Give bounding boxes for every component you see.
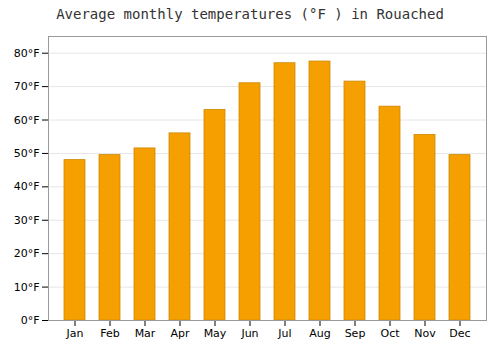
svg-text:Sep: Sep: [345, 327, 366, 340]
svg-text:30°F: 30°F: [14, 214, 40, 227]
svg-text:Feb: Feb: [100, 327, 119, 340]
svg-text:Jun: Jun: [240, 327, 258, 340]
svg-text:Aug: Aug: [309, 327, 330, 340]
svg-text:40°F: 40°F: [14, 180, 40, 193]
svg-text:Jul: Jul: [277, 327, 291, 340]
svg-text:Dec: Dec: [449, 327, 470, 340]
svg-text:May: May: [204, 327, 227, 340]
svg-text:Apr: Apr: [170, 327, 190, 340]
svg-text:Oct: Oct: [380, 327, 400, 340]
svg-text:20°F: 20°F: [14, 247, 40, 260]
svg-text:80°F: 80°F: [14, 47, 40, 60]
svg-text:50°F: 50°F: [14, 147, 40, 160]
svg-text:Jan: Jan: [66, 327, 84, 340]
svg-text:Mar: Mar: [135, 327, 156, 340]
svg-text:10°F: 10°F: [14, 281, 40, 294]
svg-text:0°F: 0°F: [21, 314, 40, 327]
svg-text:70°F: 70°F: [14, 80, 40, 93]
html-text:Average monthly temperatures (: Average monthly temperatures (°F ) in Ro…: [56, 6, 444, 22]
svg-text:Nov: Nov: [414, 327, 436, 340]
svg-text:60°F: 60°F: [14, 114, 40, 127]
